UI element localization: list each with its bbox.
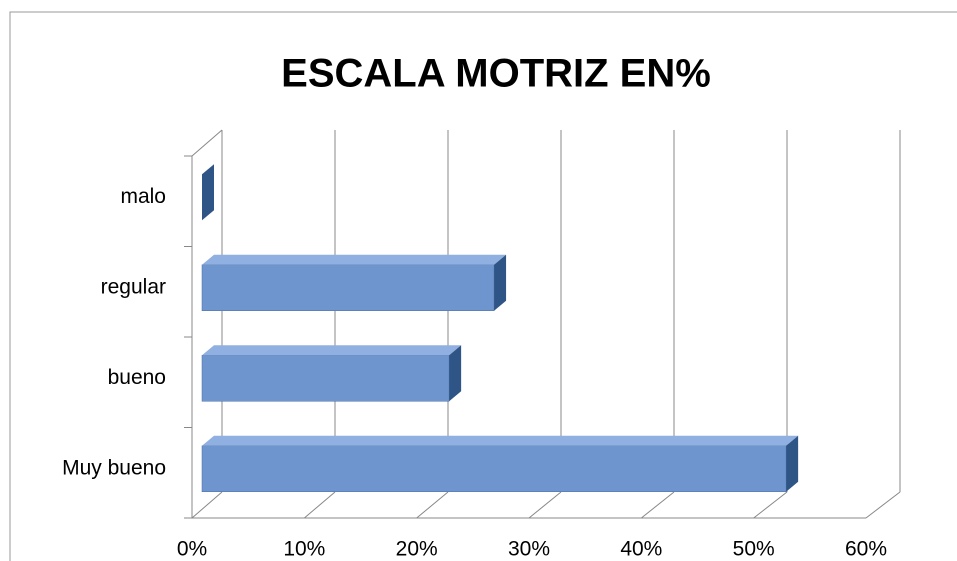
floor-grid-line bbox=[528, 491, 562, 519]
chart-border bbox=[9, 11, 957, 561]
floor-grid-line bbox=[753, 491, 788, 519]
x-tick-label: 10% bbox=[283, 538, 325, 561]
y-tick-label: Muy bueno bbox=[62, 456, 166, 479]
floor-grid-line bbox=[865, 491, 901, 519]
bar-top bbox=[202, 254, 507, 265]
chart-title: ESCALA MOTRIZ EN% bbox=[281, 52, 711, 96]
y-tick-label: malo bbox=[120, 185, 166, 208]
bar bbox=[201, 264, 495, 311]
bar-side bbox=[449, 345, 462, 402]
floor-grid-line bbox=[416, 491, 449, 519]
bar-side bbox=[494, 254, 507, 311]
floor-grid-line bbox=[304, 491, 336, 519]
bar-side bbox=[786, 435, 799, 492]
y-tick-label: regular bbox=[101, 275, 166, 298]
left-wall-top bbox=[191, 129, 223, 157]
floor-grid-line bbox=[191, 491, 223, 519]
x-tick-label: 0% bbox=[177, 538, 207, 561]
floor-grid-line bbox=[641, 491, 675, 519]
x-tick-label: 60% bbox=[845, 538, 887, 561]
x-tick-label: 40% bbox=[620, 538, 662, 561]
x-tick-label: 20% bbox=[396, 538, 438, 561]
bar-top bbox=[202, 435, 799, 446]
bar bbox=[201, 445, 787, 492]
bar-side bbox=[202, 164, 214, 221]
x-tick-label: 30% bbox=[508, 538, 550, 561]
bar bbox=[201, 355, 450, 402]
bar-top bbox=[202, 345, 462, 356]
x-tick-label: 50% bbox=[733, 538, 775, 561]
y-tick-label: bueno bbox=[108, 366, 166, 389]
